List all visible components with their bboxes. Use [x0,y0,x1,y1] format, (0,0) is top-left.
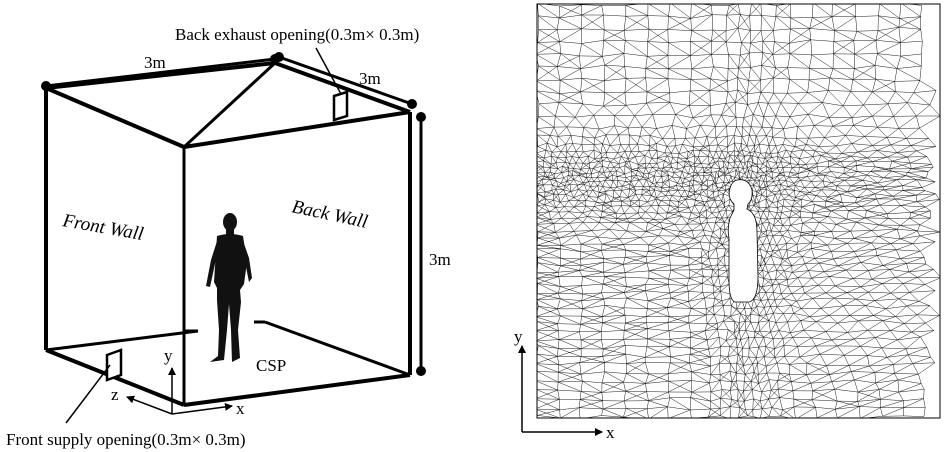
supply-opening-label: Front supply opening(0.3m× 0.3m) [6,430,246,449]
mesh-panel: y x [514,3,941,442]
exhaust-opening [315,47,349,122]
mesh-axes [518,345,603,436]
manikin-silhouette-icon [727,179,759,303]
supply-opening [65,348,123,424]
human-manikin-icon [206,213,252,362]
dimension-lines [41,52,426,376]
height-dimension-label: 3m [429,250,451,269]
width-dimension-label: 3m [144,53,166,72]
mesh-axis-x-label: x [606,423,615,442]
axes-3d [126,367,233,415]
room-schematic: 3m 3m 3m Back exhaust opening(0.3m× 0.3m… [6,25,451,449]
computational-mesh [537,4,940,418]
mesh-edges [537,4,940,418]
room-box-edges [44,61,412,407]
axis-z-label: z [111,385,119,404]
back-wall-label: Back Wall [290,196,370,233]
depth-dimension-label: 3m [359,69,381,88]
floor-left-edge [45,329,199,352]
mesh-axis-y-label: y [514,327,523,346]
floor-back-edge [264,320,411,377]
axis-y-label: y [164,346,173,365]
manikin-label: CSP [256,356,286,375]
front-wall-label: Front Wall [60,210,145,245]
axis-x-label: x [236,399,245,418]
exhaust-opening-label: Back exhaust opening(0.3m× 0.3m) [175,25,419,44]
